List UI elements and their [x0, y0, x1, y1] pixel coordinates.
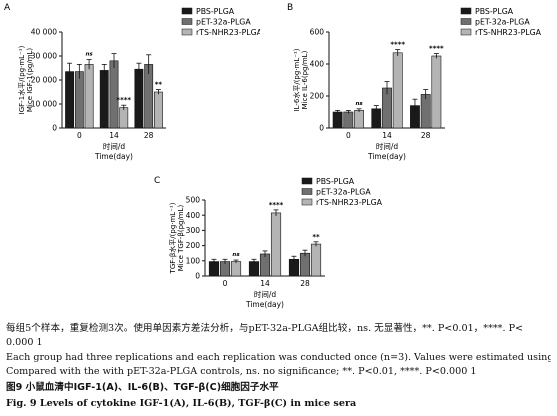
bar: [119, 107, 129, 129]
caption-cn-line-1: 每组5个样本，重复检测3次。使用单因素方差法分析，与pET-32a-PLGA组比…: [6, 323, 524, 334]
significance-marker: ns: [355, 101, 363, 107]
significance-marker: ns: [85, 52, 93, 58]
x-tick-label: 28: [421, 131, 431, 140]
legend-swatch: [301, 177, 313, 185]
bar: [420, 94, 431, 129]
chart-panel-b: B 0 200 400 600 0 14 28 ns **** **** 时间/dTime(day)…: [287, 3, 542, 161]
y-tick-label: 30 000: [31, 52, 57, 61]
legend-swatch: [181, 7, 193, 15]
bar: [431, 55, 442, 129]
legend-swatch: [181, 18, 193, 25]
y-axis-label-en: Mice IGF-1(pg/mL): [26, 48, 34, 113]
bar: [230, 261, 242, 277]
x-tick-label: 0: [346, 131, 351, 140]
x-tick-label: 14: [109, 131, 119, 140]
bar: [299, 252, 311, 277]
x-axis-label-en: Time(day): [245, 300, 284, 309]
legend-swatch: [460, 18, 472, 25]
y-tick-label: 100: [186, 256, 201, 265]
caption-cn-line-2: 0.000 1: [6, 337, 43, 348]
figure-title-en: Fig. 9 Levels of cytokine IGF-1(A), IL-6…: [6, 398, 357, 409]
x-axis-label-cn: 时间/d: [103, 141, 126, 151]
y-tick-label: 500: [186, 196, 201, 205]
significance-marker: ****: [116, 96, 131, 104]
panel-label-a: A: [4, 3, 11, 13]
legend-label: pET-32a-PLGA: [316, 188, 371, 197]
y-tick-label: 0: [195, 272, 200, 281]
x-tick-label: 14: [382, 131, 392, 140]
y-tick-label: 0: [52, 124, 57, 133]
y-tick-label: 300: [186, 226, 201, 235]
bar: [392, 52, 403, 129]
y-axis-label-en: Mice IL-6(pg/mL): [301, 50, 309, 109]
panel-label-c: C: [154, 176, 160, 186]
x-axis-label-en: Time(day): [94, 152, 133, 161]
legend-swatch: [181, 28, 193, 36]
y-tick-label: 10 000: [31, 100, 57, 109]
y-tick-label: 600: [310, 28, 325, 37]
legend-label: PBS-PLGA: [316, 177, 355, 186]
figure-title-cn: 图9 小鼠血清中IGF-1(A)、IL-6(B)、TGF-β(C)细胞因子水平: [6, 382, 279, 393]
x-tick-label: 0: [77, 131, 82, 140]
y-tick-label: 400: [186, 211, 201, 220]
caption-en-line-2: Compared with the with pET-32a-PLGA cont…: [6, 366, 477, 377]
bar: [310, 243, 322, 277]
bar: [99, 70, 109, 129]
x-tick-label: 14: [260, 279, 270, 288]
legend-label: rTS-NHR23-PLGA: [475, 28, 542, 37]
legend-swatch: [301, 188, 313, 195]
legend-label: rTS-NHR23-PLGA: [196, 28, 260, 37]
x-tick-label: 28: [300, 279, 310, 288]
y-tick-label: 0: [319, 124, 324, 133]
legend-label: pET-32a-PLGA: [475, 18, 530, 27]
caption-en-line-1: Each group had three replications and ea…: [6, 352, 551, 363]
bar: [354, 110, 364, 129]
legend-swatch: [460, 7, 472, 15]
y-tick-label: 40 000: [31, 28, 57, 37]
significance-marker: ****: [390, 41, 405, 49]
y-axis-label-cn: IL-6水平/(pg·mL⁻¹): [292, 48, 301, 111]
x-tick-label: 28: [144, 131, 154, 140]
x-axis-label-cn: 时间/d: [254, 289, 277, 299]
significance-marker: **: [155, 81, 163, 89]
y-tick-label: 200: [186, 241, 201, 250]
y-axis-label-cn: TGF-β水平/(pg·mL⁻¹): [168, 202, 177, 274]
significance-marker: ****: [269, 201, 284, 209]
bar: [84, 64, 94, 129]
legend-swatch: [301, 198, 313, 206]
x-axis-label-en: Time(day): [367, 152, 406, 161]
y-axis-label-en: Mice TGF-β(pg/mL): [177, 204, 185, 271]
significance-marker: **: [312, 233, 320, 241]
y-tick-label: 200: [310, 92, 325, 101]
x-axis-label-cn: 时间/d: [376, 141, 399, 151]
y-tick-label: 400: [310, 60, 325, 69]
y-axis-label-cn: IGF-1水平/(pg·mL⁻¹): [17, 45, 26, 114]
bar: [109, 60, 119, 129]
bar: [259, 253, 271, 277]
legend-label: PBS-PLGA: [196, 7, 235, 16]
y-tick-label: 20 000: [31, 76, 57, 85]
bar: [332, 111, 343, 129]
bar: [134, 68, 144, 129]
legend-label: PBS-PLGA: [475, 7, 514, 16]
bar: [270, 212, 282, 277]
legend-label: pET-32a-PLGA: [196, 18, 251, 27]
significance-marker: ns: [232, 252, 240, 258]
significance-marker: ****: [429, 45, 444, 53]
legend-label: rTS-NHR23-PLGA: [316, 198, 383, 207]
x-tick-label: 0: [223, 279, 228, 288]
panel-label-b: B: [287, 3, 293, 13]
bar: [343, 111, 354, 129]
bar: [65, 71, 75, 129]
bar: [153, 91, 163, 129]
legend-swatch: [460, 28, 472, 36]
bar: [74, 71, 84, 129]
